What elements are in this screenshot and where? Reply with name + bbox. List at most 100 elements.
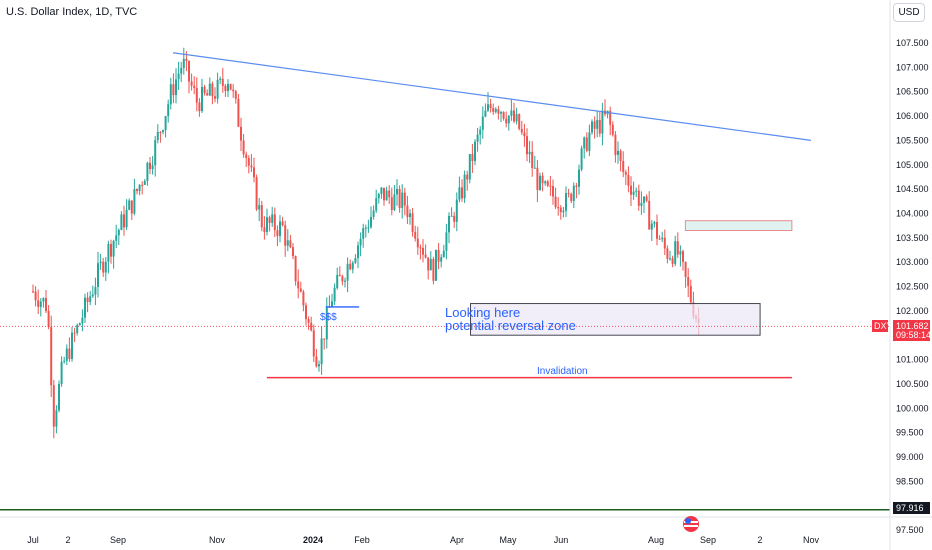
candle-body xyxy=(497,109,500,114)
price-tick-label: 102.000 xyxy=(896,306,929,316)
price-axis[interactable]: 107.500 107.000 106.500 106.000 105.500 105.0… xyxy=(889,0,929,550)
candle-body xyxy=(81,317,84,324)
candle-body xyxy=(146,162,149,181)
candle-body xyxy=(344,280,346,282)
candle-body xyxy=(45,298,47,312)
candle-body xyxy=(546,181,549,186)
candle-body xyxy=(442,250,445,258)
last-price-tag: DXY 101.682 09:58:14 xyxy=(872,320,931,341)
time-tick-label: May xyxy=(499,535,517,545)
candle-body xyxy=(55,410,58,427)
symbol-title[interactable]: U.S. Dollar Index, 1D, TVC xyxy=(6,6,138,18)
candle-body xyxy=(609,110,612,125)
price-tick-label: 107.000 xyxy=(896,62,929,72)
candle-body xyxy=(120,214,123,230)
candle-body xyxy=(37,300,40,307)
candle-body xyxy=(268,217,271,223)
candle-body xyxy=(622,160,625,173)
candle-body xyxy=(669,258,671,260)
time-tick-label: Apr xyxy=(450,535,464,545)
candle-body xyxy=(492,107,495,112)
candle-body xyxy=(315,356,318,367)
candle-body xyxy=(367,227,370,229)
resistance-zone-box[interactable] xyxy=(684,220,793,231)
candle-body xyxy=(167,104,170,117)
candle-body xyxy=(396,188,398,195)
currency-button[interactable]: USD xyxy=(893,3,925,22)
candle-body xyxy=(214,96,216,99)
time-tick-label: Nov xyxy=(803,535,820,545)
candle-body xyxy=(138,184,141,191)
candle-body xyxy=(50,327,53,386)
candle-body xyxy=(143,180,146,185)
candle-body xyxy=(518,114,521,129)
candle-body xyxy=(357,245,359,259)
price-tick-label: 101.000 xyxy=(896,355,929,365)
candle-body xyxy=(266,217,268,233)
candle-body xyxy=(593,121,596,129)
candle-body xyxy=(97,263,99,287)
candle-body xyxy=(588,132,591,151)
candle-body xyxy=(198,102,201,112)
trendline[interactable] xyxy=(172,52,812,141)
time-tick-label: Sep xyxy=(110,535,126,545)
candle-body xyxy=(216,79,219,99)
candle-body xyxy=(570,193,573,201)
candle-body xyxy=(299,288,302,292)
symbol-label: DXY xyxy=(874,321,893,331)
candle-body xyxy=(364,227,367,229)
candle-body xyxy=(219,78,222,80)
candle-body xyxy=(484,110,487,117)
price-tick-label: 99.500 xyxy=(896,428,924,438)
candle-body xyxy=(619,150,622,161)
price-tick-label: 106.500 xyxy=(896,87,929,97)
candle-body xyxy=(320,338,323,365)
time-tick-label: 2 xyxy=(65,535,70,545)
candle-body xyxy=(380,187,383,194)
candle-body xyxy=(541,175,544,184)
candle-body xyxy=(175,79,177,96)
price-tick-label: 99.000 xyxy=(896,452,924,462)
candle-body xyxy=(351,262,354,270)
candle-body xyxy=(123,214,125,228)
candle-body xyxy=(211,83,214,97)
candle-body xyxy=(359,238,362,246)
candle-body xyxy=(338,274,341,277)
candle-body xyxy=(177,73,180,80)
candle-body xyxy=(253,167,255,178)
candle-body xyxy=(520,128,523,133)
candle-body xyxy=(409,213,411,218)
candle-body xyxy=(104,261,107,273)
candle-body xyxy=(663,237,666,249)
candle-body xyxy=(203,86,206,94)
candle-body xyxy=(115,235,118,241)
candle-body xyxy=(232,89,235,92)
candle-body xyxy=(450,215,453,217)
candle-body xyxy=(286,240,289,246)
candle-body xyxy=(515,114,518,122)
candle-body xyxy=(68,348,71,359)
candle-body xyxy=(242,140,245,155)
candle-body xyxy=(190,81,193,86)
time-axis[interactable]: Jul 2 Sep Nov 2024 Feb Apr May Jun Aug Sep 2 Nov xyxy=(0,516,932,545)
candle-body xyxy=(505,118,508,124)
price-tick-label: 100.000 xyxy=(896,403,929,413)
reversal-zone-box[interactable] xyxy=(470,303,761,336)
price-tick-label: 97.500 xyxy=(896,525,924,535)
candle-body xyxy=(76,325,79,333)
time-tick-label: Jul xyxy=(27,535,39,545)
zone-text-line2: potential reversal zone xyxy=(445,318,576,333)
candle-body xyxy=(390,197,393,210)
candle-body xyxy=(112,240,115,257)
candle-body xyxy=(284,225,287,246)
candle-body xyxy=(630,185,632,195)
candle-body xyxy=(47,311,50,328)
candle-body xyxy=(159,131,162,133)
candle-body xyxy=(533,167,536,169)
candle-body xyxy=(552,186,554,197)
candle-body xyxy=(489,104,492,108)
candle-body xyxy=(562,210,565,213)
us-flag-icon[interactable] xyxy=(683,516,699,532)
candle-body xyxy=(377,193,380,199)
